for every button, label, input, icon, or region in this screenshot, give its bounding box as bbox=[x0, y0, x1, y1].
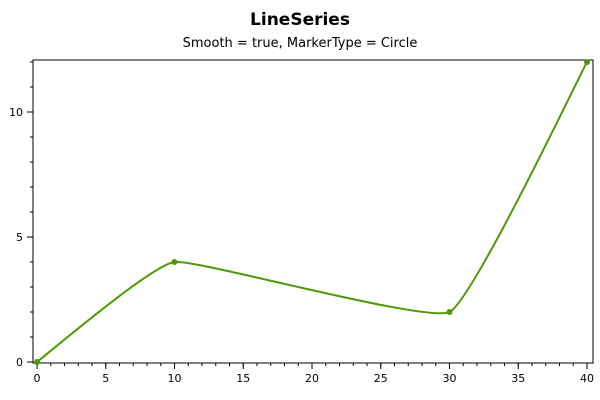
x-tick-label: 40 bbox=[580, 372, 594, 385]
y-tick-label: 5 bbox=[16, 231, 23, 244]
x-tick-label: 35 bbox=[511, 372, 525, 385]
plot-area-border bbox=[32, 59, 594, 364]
data-point-marker bbox=[446, 309, 453, 315]
series-layer bbox=[34, 59, 590, 365]
x-tick-label: 30 bbox=[443, 372, 457, 385]
axes: 0 5 10 15 20 25 30 35 40 0 5 10 bbox=[9, 61, 594, 385]
x-tick-label: 20 bbox=[305, 372, 319, 385]
y-tick-label: 10 bbox=[9, 106, 23, 119]
chart-subtitle: Smooth = true, MarkerType = Circle bbox=[182, 36, 418, 51]
x-tick-label: 15 bbox=[236, 372, 250, 385]
x-tick-label: 5 bbox=[102, 372, 109, 385]
x-tick-label: 25 bbox=[374, 372, 388, 385]
chart-title: LineSeries bbox=[250, 10, 350, 30]
series-line bbox=[36, 61, 588, 363]
data-point-marker bbox=[584, 59, 590, 65]
x-tick-label: 0 bbox=[34, 372, 41, 385]
data-point-marker bbox=[171, 259, 178, 265]
data-point-marker bbox=[34, 359, 40, 365]
y-tick-label: 0 bbox=[16, 356, 23, 369]
x-tick-label: 10 bbox=[168, 372, 182, 385]
